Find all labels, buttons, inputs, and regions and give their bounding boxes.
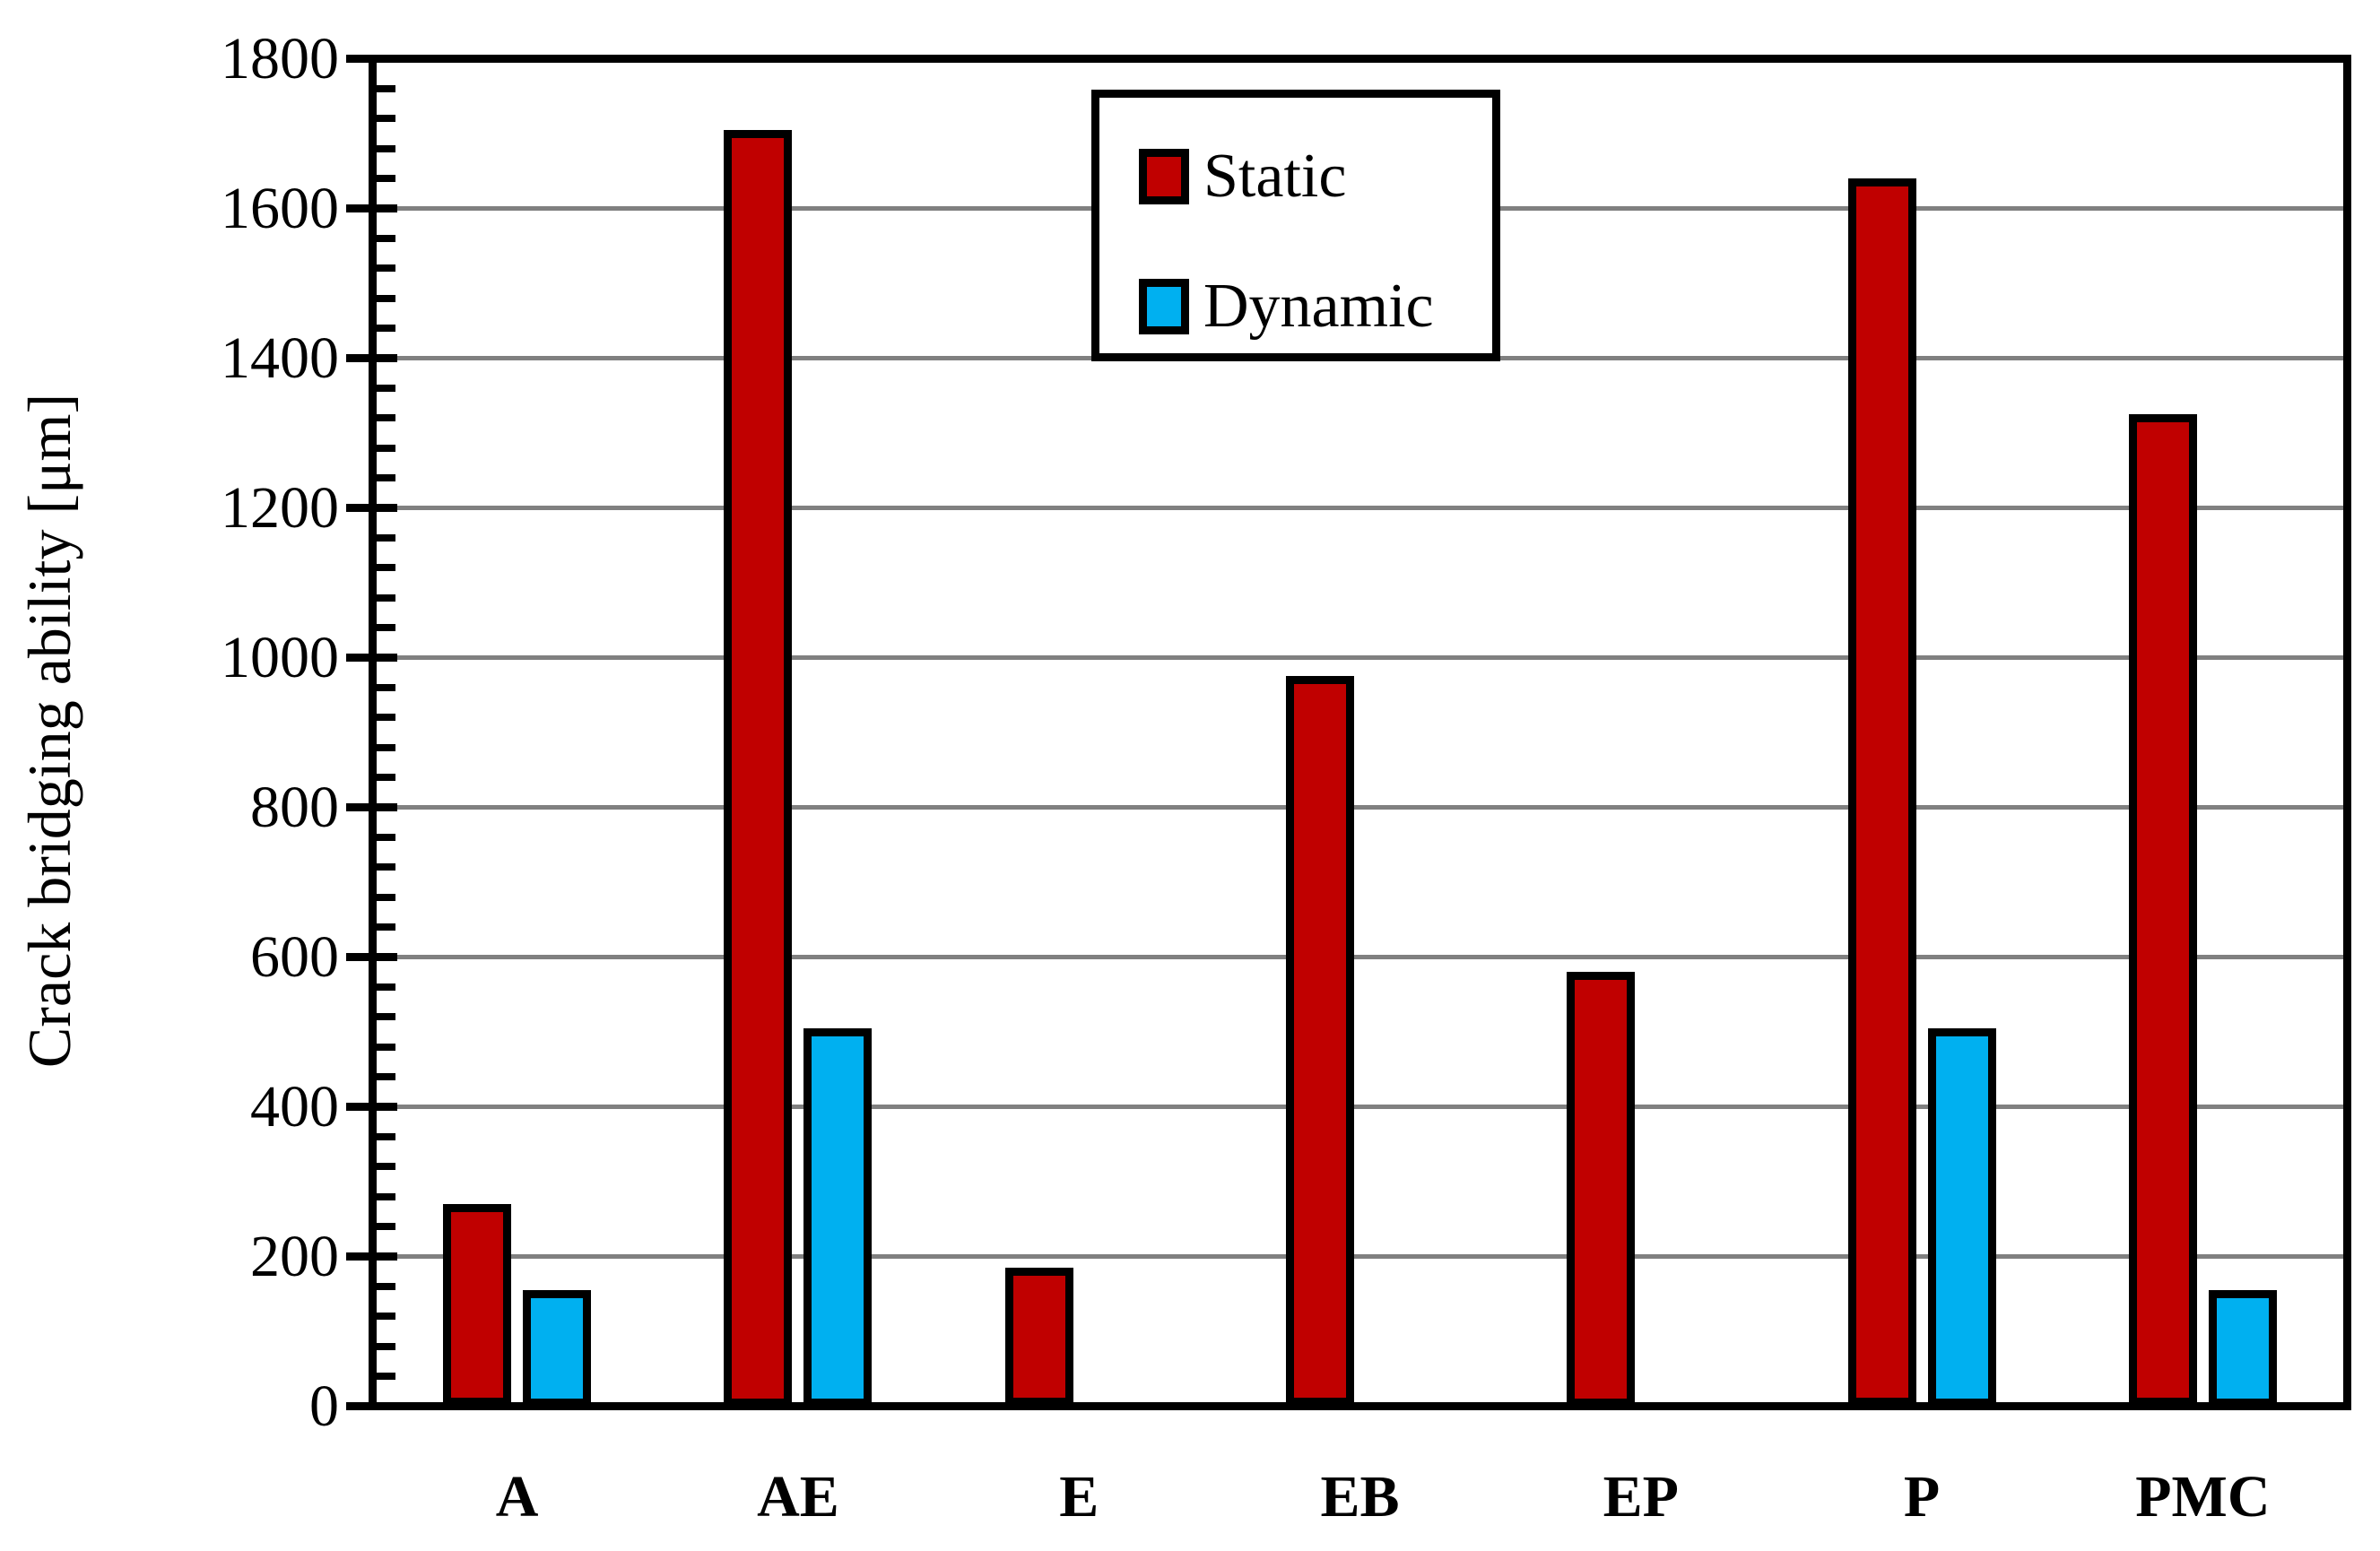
y-minor-tick-280 <box>377 1192 395 1200</box>
y-major-tick-1400 <box>346 354 397 362</box>
y-tick-label-800: 800 <box>250 774 339 840</box>
gridline-1200 <box>377 506 2343 510</box>
y-minor-tick-40 <box>377 1373 395 1381</box>
y-minor-tick-680 <box>377 893 395 901</box>
y-minor-tick-640 <box>377 923 395 931</box>
x-category-label-A: A <box>495 1464 539 1529</box>
x-category-label-AE: AE <box>757 1464 839 1529</box>
legend-label-static: Static <box>1203 142 1347 211</box>
bar-dynamic-A <box>523 1289 592 1407</box>
y-minor-tick-320 <box>377 1163 395 1171</box>
gridline-600 <box>377 955 2343 959</box>
bar-static-AE <box>724 129 793 1407</box>
y-major-tick-0 <box>346 1402 397 1410</box>
bar-static-EB <box>1286 676 1354 1407</box>
y-minor-tick-80 <box>377 1342 395 1350</box>
y-minor-tick-840 <box>377 774 395 782</box>
y-minor-tick-1040 <box>377 624 395 632</box>
y-minor-tick-1280 <box>377 444 395 452</box>
y-minor-tick-880 <box>377 743 395 751</box>
x-category-label-PMC: PMC <box>2135 1464 2271 1529</box>
y-minor-tick-1640 <box>377 175 395 183</box>
y-tick-label-600: 600 <box>250 923 339 990</box>
y-tick-label-1000: 1000 <box>221 624 339 690</box>
y-minor-tick-960 <box>377 683 395 691</box>
y-tick-label-1200: 1200 <box>221 474 339 541</box>
y-tick-label-1400: 1400 <box>221 325 339 391</box>
legend-item-dynamic: Dynamic <box>1139 271 1434 342</box>
x-category-label-EP: EP <box>1603 1464 1679 1529</box>
bar-static-PMC <box>2128 413 2197 1407</box>
bar-static-P <box>1847 178 1916 1407</box>
y-tick-label-1600: 1600 <box>221 175 339 241</box>
bar-dynamic-AE <box>803 1027 873 1407</box>
x-category-label-P: P <box>1903 1464 1941 1529</box>
y-tick-label-0: 0 <box>309 1373 339 1439</box>
y-minor-tick-360 <box>377 1132 395 1140</box>
legend-swatch-static-icon <box>1139 149 1189 204</box>
y-minor-tick-720 <box>377 863 395 871</box>
y-tick-label-1800: 1800 <box>221 25 339 91</box>
y-minor-tick-120 <box>377 1313 395 1321</box>
y-minor-tick-560 <box>377 983 395 991</box>
y-minor-tick-240 <box>377 1223 395 1231</box>
y-major-tick-200 <box>346 1252 397 1261</box>
legend: Static Dynamic <box>1091 90 1500 361</box>
y-minor-tick-1480 <box>377 294 395 302</box>
y-major-tick-1000 <box>346 654 397 662</box>
y-minor-tick-1360 <box>377 384 395 392</box>
y-minor-tick-1240 <box>377 474 395 482</box>
y-major-tick-1200 <box>346 504 397 512</box>
bar-static-EP <box>1567 971 1636 1407</box>
y-minor-tick-520 <box>377 1013 395 1021</box>
y-minor-tick-1160 <box>377 533 395 542</box>
bar-static-A <box>443 1203 512 1407</box>
bar-static-E <box>1004 1267 1073 1407</box>
y-minor-tick-160 <box>377 1282 395 1290</box>
gridline-800 <box>377 805 2343 810</box>
y-minor-tick-1680 <box>377 144 395 152</box>
y-minor-tick-1560 <box>377 234 395 242</box>
y-minor-tick-1760 <box>377 84 395 92</box>
y-minor-tick-1440 <box>377 325 395 333</box>
y-major-tick-400 <box>346 1103 397 1111</box>
y-major-tick-800 <box>346 803 397 811</box>
y-minor-tick-1080 <box>377 594 395 602</box>
y-minor-tick-480 <box>377 1043 395 1051</box>
gridline-200 <box>377 1254 2343 1259</box>
bar-dynamic-P <box>1927 1027 1996 1407</box>
y-tick-label-200: 200 <box>250 1223 339 1289</box>
gridline-400 <box>377 1105 2343 1109</box>
gridline-1000 <box>377 655 2343 660</box>
x-category-label-EB: EB <box>1320 1464 1400 1529</box>
y-tick-label-400: 400 <box>250 1073 339 1139</box>
y-minor-tick-440 <box>377 1073 395 1081</box>
legend-label-dynamic: Dynamic <box>1203 272 1434 341</box>
x-category-label-E: E <box>1059 1464 1099 1529</box>
y-minor-tick-1720 <box>377 115 395 123</box>
y-minor-tick-1120 <box>377 564 395 572</box>
bar-dynamic-PMC <box>2208 1289 2277 1407</box>
y-minor-tick-760 <box>377 833 395 841</box>
y-major-tick-1800 <box>346 55 397 63</box>
legend-item-static: Static <box>1139 141 1346 212</box>
y-major-tick-600 <box>346 953 397 961</box>
y-minor-tick-920 <box>377 714 395 722</box>
y-minor-tick-1320 <box>377 414 395 422</box>
y-major-tick-1600 <box>346 204 397 212</box>
y-minor-tick-1520 <box>377 264 395 273</box>
legend-swatch-dynamic-icon <box>1139 279 1189 334</box>
